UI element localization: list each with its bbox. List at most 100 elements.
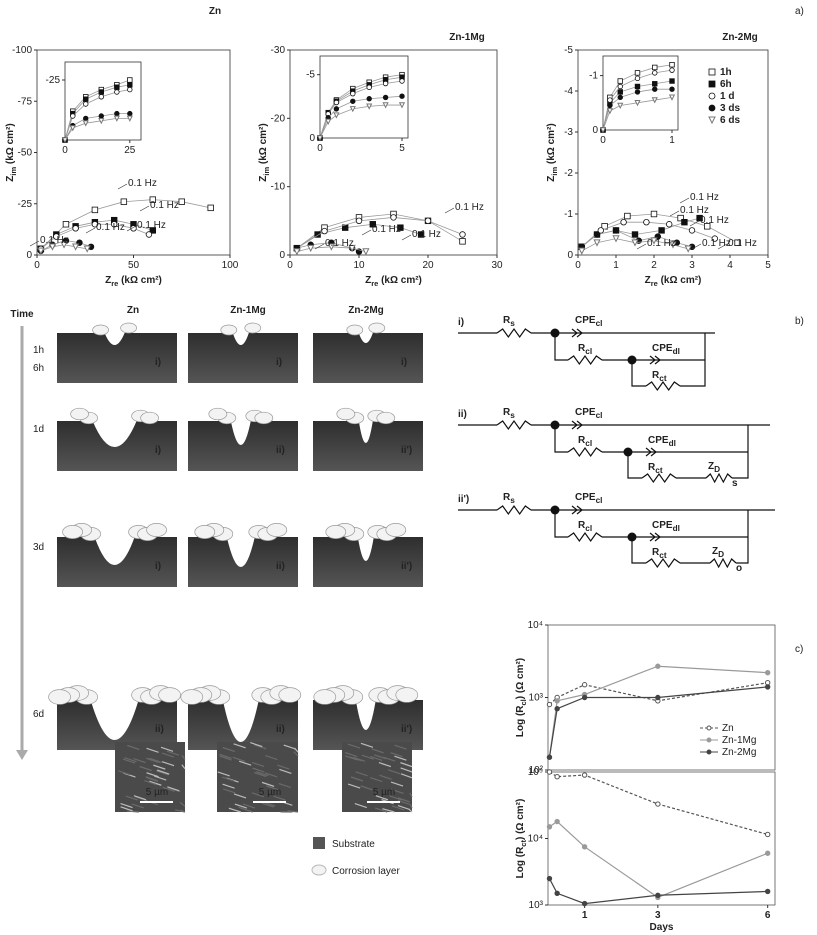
- sem-texture: [131, 803, 144, 809]
- marker: [593, 231, 601, 238]
- marker: [399, 93, 405, 99]
- sem-texture: [156, 770, 169, 776]
- element-label-sub: dl: [673, 347, 680, 356]
- wire-gap: [646, 558, 680, 568]
- sem-texture: [382, 756, 396, 762]
- marker: [617, 102, 624, 109]
- sem-texture: [118, 770, 131, 776]
- marker: [617, 78, 623, 84]
- point: [554, 706, 560, 712]
- marker: [72, 225, 79, 232]
- inset-frame: [602, 55, 679, 131]
- annotation: 0.1 Hz: [412, 229, 441, 240]
- stage-label: ii'): [401, 724, 412, 735]
- marker: [327, 243, 336, 251]
- time-arrow: [16, 750, 28, 760]
- inset-y-tick-label: 0: [309, 133, 315, 144]
- marker: [113, 115, 120, 122]
- element-label-sub: cl: [585, 347, 592, 356]
- y-tick-label: -50: [18, 148, 33, 159]
- wire-gap: [642, 473, 676, 483]
- x-axis-label-sub: re: [651, 279, 658, 288]
- sem-texture: [222, 746, 235, 753]
- marker: [417, 231, 425, 238]
- marker: [53, 233, 60, 240]
- sem-texture: [379, 774, 392, 780]
- pit: [358, 421, 373, 443]
- marker: [390, 214, 397, 221]
- marker: [612, 227, 620, 234]
- corrosion-cloud: [120, 322, 137, 334]
- stage-label: ii'): [401, 445, 412, 456]
- y-axis-label: Zim (kΩ cm²): [258, 123, 271, 181]
- element-label-main: R: [503, 315, 511, 326]
- marker: [658, 227, 665, 234]
- sem-texture: [400, 767, 413, 773]
- marker: [316, 135, 324, 142]
- point: [546, 824, 553, 830]
- marker: [669, 78, 675, 84]
- legend-label: Zn-2Mg: [722, 747, 756, 758]
- element-label-sub: ct: [659, 551, 667, 560]
- marker: [652, 70, 658, 76]
- marker: [366, 84, 372, 91]
- sem-texture: [233, 743, 246, 749]
- annotation-arrow: [361, 229, 372, 236]
- marker: [669, 86, 675, 92]
- x-axis-label-unit: (kΩ cm²): [658, 275, 702, 286]
- sem-texture: [181, 764, 186, 770]
- sem-texture: [145, 776, 158, 782]
- column-header: Zn-2Mg: [348, 305, 384, 316]
- marker: [620, 218, 627, 226]
- stage-label: ii'): [401, 561, 412, 572]
- circuit-label: ii): [458, 409, 467, 420]
- marker: [293, 248, 301, 256]
- marker: [382, 102, 389, 109]
- inset-frame: [64, 61, 142, 141]
- sem-texture: [374, 807, 388, 813]
- y-axis-label-sub: ct: [519, 840, 528, 847]
- sem-texture: [120, 806, 133, 812]
- annotation-arrow: [444, 207, 455, 214]
- scale-bar-label: 5 µm: [146, 787, 168, 798]
- sem-texture: [265, 755, 278, 761]
- corrosion-cloud: [92, 324, 109, 336]
- element-label-sub: dl: [669, 439, 676, 448]
- marker: [681, 218, 688, 226]
- annotation-arrow: [669, 210, 680, 217]
- annotation: 0.1 Hz: [690, 192, 719, 203]
- marker: [114, 84, 120, 90]
- element-label: Rcl: [578, 343, 592, 356]
- sem-texture: [347, 743, 361, 749]
- sem-texture: [122, 758, 136, 764]
- legend-label: 1 d: [720, 91, 734, 102]
- point: [546, 769, 553, 775]
- legend-corrosion-swatch: [311, 864, 327, 876]
- marker: [207, 204, 214, 212]
- y-tick-label: -1: [564, 209, 573, 220]
- cpe: [649, 532, 661, 542]
- sem-texture: [375, 795, 389, 801]
- element-label-main: R: [578, 520, 586, 531]
- time-label: Time: [10, 309, 34, 320]
- y-axis-label: Zim (kΩ cm²): [546, 123, 559, 181]
- legend-marker: [706, 749, 712, 755]
- marker: [634, 83, 641, 90]
- sem-texture: [238, 760, 252, 766]
- y-tick-label: 0: [26, 250, 32, 261]
- element-label: ZD: [708, 461, 720, 474]
- y-tick-label: -4: [564, 86, 573, 97]
- annotation: 0.1 Hz: [680, 205, 709, 216]
- marker: [145, 231, 153, 238]
- marker: [325, 118, 332, 125]
- x-axis-label: Zre (kΩ cm²): [365, 275, 422, 288]
- marker: [399, 78, 405, 84]
- marker: [70, 113, 76, 119]
- marker: [634, 70, 641, 76]
- wire: [627, 425, 749, 479]
- point: [554, 818, 560, 825]
- column-header: Zn-1Mg: [230, 305, 266, 316]
- sem-texture: [161, 752, 175, 758]
- y-axis-label-sub: im: [9, 167, 18, 176]
